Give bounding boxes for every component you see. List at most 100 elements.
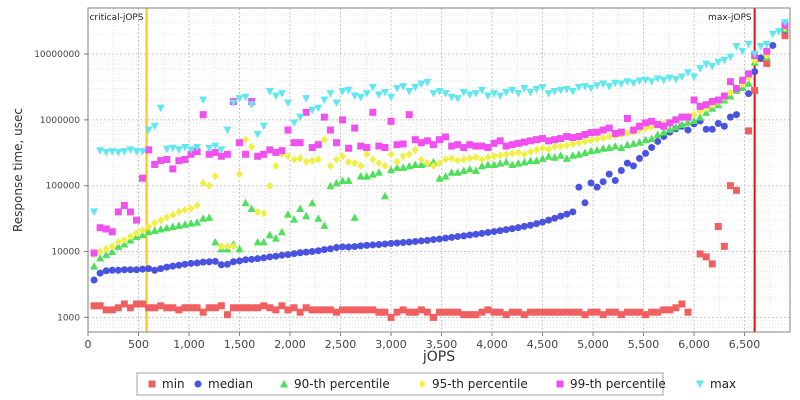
data-point — [732, 84, 740, 92]
data-point — [726, 78, 734, 86]
data-point — [448, 154, 456, 163]
data-point — [508, 149, 516, 158]
data-point — [120, 202, 128, 210]
data-point — [629, 162, 637, 170]
data-point — [648, 122, 656, 131]
data-point — [393, 308, 401, 316]
data-point — [756, 43, 765, 51]
data-point — [472, 142, 480, 150]
data-point — [374, 168, 383, 176]
data-point — [526, 147, 534, 156]
data-point — [478, 142, 486, 150]
data-point — [714, 58, 723, 67]
data-point — [605, 132, 613, 141]
data-point — [272, 161, 280, 170]
data-point — [520, 150, 528, 159]
data-point — [569, 139, 577, 148]
data-point — [163, 263, 171, 271]
data-point — [332, 99, 341, 108]
data-point — [296, 308, 304, 316]
data-point — [248, 255, 256, 263]
data-point — [635, 126, 643, 135]
data-point — [587, 129, 595, 137]
data-point — [732, 43, 741, 51]
data-point — [369, 155, 377, 164]
data-point — [175, 157, 183, 165]
data-point — [654, 121, 662, 129]
data-point — [465, 91, 474, 99]
legend-label: min — [162, 377, 185, 391]
data-point — [350, 92, 359, 101]
data-point — [381, 161, 389, 170]
data-point — [199, 258, 207, 266]
data-point — [90, 208, 99, 216]
data-point — [568, 87, 577, 96]
data-point — [96, 302, 104, 310]
data-point — [102, 250, 111, 259]
data-point — [162, 145, 171, 154]
data-point — [477, 86, 486, 95]
data-point — [374, 91, 383, 99]
x-tick-label: 1,500 — [224, 338, 256, 351]
data-point — [242, 150, 250, 158]
data-point — [381, 308, 389, 316]
data-point — [665, 125, 674, 133]
data-point — [460, 155, 468, 164]
data-point — [635, 308, 643, 316]
data-point — [241, 93, 250, 102]
data-point — [551, 214, 559, 222]
data-point — [442, 155, 450, 164]
data-point — [599, 80, 608, 89]
data-point — [599, 144, 608, 152]
data-point — [726, 88, 734, 97]
data-point — [496, 227, 504, 235]
data-point — [417, 160, 426, 168]
series-99-th-percentile — [90, 22, 789, 257]
data-point — [254, 304, 262, 312]
x-tick-label: 4,500 — [527, 338, 559, 351]
data-point — [302, 157, 310, 166]
data-point — [671, 76, 680, 84]
data-point — [666, 306, 674, 314]
data-point — [247, 101, 256, 109]
data-point — [168, 144, 177, 153]
data-point — [429, 236, 437, 244]
data-point — [532, 308, 540, 316]
data-point — [696, 250, 704, 258]
data-point — [508, 141, 516, 149]
data-point — [399, 140, 407, 148]
data-point — [587, 146, 596, 155]
data-point — [235, 95, 244, 103]
data-point — [96, 269, 104, 277]
data-point — [496, 92, 505, 101]
data-point — [217, 146, 226, 154]
data-point — [145, 265, 153, 273]
data-point — [363, 306, 371, 314]
data-point — [108, 148, 117, 156]
data-point — [387, 150, 395, 159]
data-point — [708, 260, 716, 268]
data-point — [623, 159, 631, 167]
data-point — [557, 142, 565, 151]
data-point — [314, 141, 322, 149]
data-point — [199, 214, 208, 222]
data-point — [459, 89, 468, 97]
data-point — [423, 159, 431, 168]
data-point — [175, 306, 183, 314]
y-tick-label: 1000000 — [40, 116, 80, 126]
data-point — [254, 255, 262, 263]
data-point — [163, 156, 171, 164]
data-point — [326, 245, 334, 253]
data-point — [763, 47, 771, 55]
data-point — [448, 308, 456, 316]
data-point — [411, 136, 419, 144]
data-point — [363, 241, 371, 249]
reference-line-label: critical-jOPS — [89, 13, 143, 23]
data-point — [296, 249, 304, 257]
data-point — [551, 142, 559, 151]
data-point — [211, 237, 220, 246]
data-point — [308, 106, 317, 115]
data-point — [562, 85, 571, 94]
data-point — [666, 119, 674, 127]
